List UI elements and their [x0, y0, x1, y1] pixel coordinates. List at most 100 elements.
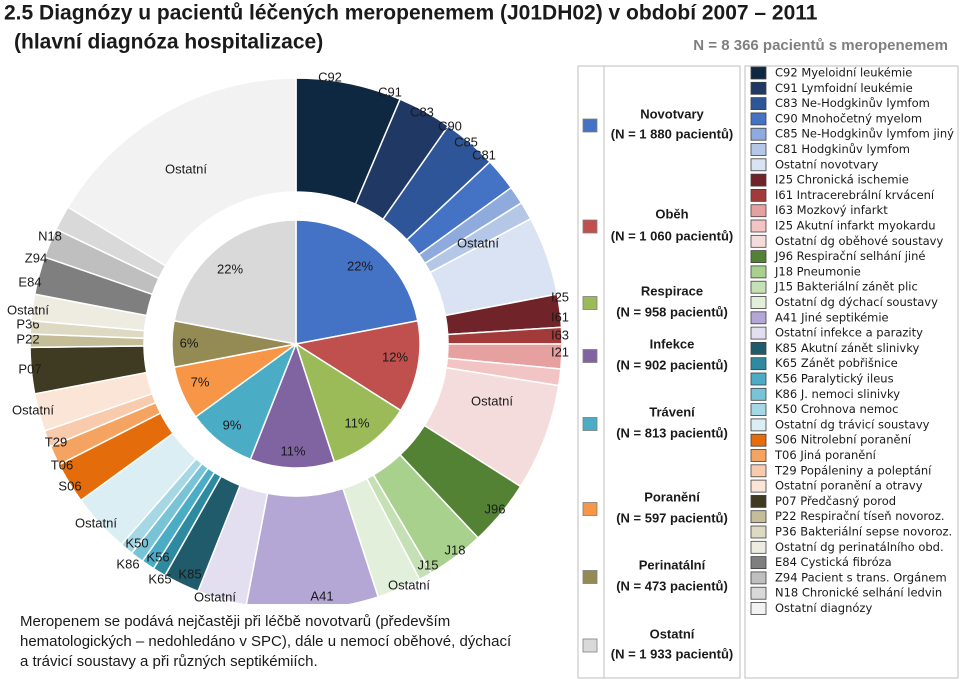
segment-label: K65: [148, 571, 171, 586]
legend-swatch: [750, 280, 767, 294]
group-count: (N = 1 880 pacientů): [611, 126, 733, 141]
segment-label: Ostatní: [12, 402, 54, 417]
segment-label: C85: [454, 134, 478, 149]
segment-label: K85: [178, 566, 201, 581]
legend-label: Ostatní diagnózy: [775, 601, 872, 615]
segment-label: K50: [125, 535, 148, 550]
segment-label: J18: [445, 542, 466, 557]
inner-wedge: [293, 319, 421, 412]
group-swatch: [582, 638, 598, 653]
note: Meropenem se podává nejčastěji při léčbě…: [20, 613, 450, 630]
group-name: Infekce: [650, 336, 695, 351]
segment-label: Ostatní: [471, 393, 513, 408]
legend-swatch: [750, 326, 767, 340]
legend-label: S06 Nitrolební poranění: [775, 433, 912, 447]
legend-label: I63 Mozkový infarkt: [775, 203, 888, 217]
inner-label: 9%: [223, 417, 242, 432]
legend-panel: [744, 65, 959, 679]
segment-label: Ostatní: [457, 235, 499, 250]
legend-label: N18 Chronické selhání ledvin: [775, 586, 942, 600]
segment-label: P07: [18, 361, 41, 376]
legend-label: Ostatní dg trávicí soustavy: [775, 417, 930, 431]
inner-wedge: [295, 219, 419, 345]
segment-label: Ostatní: [388, 577, 430, 592]
group-name: Oběh: [655, 206, 688, 221]
legend-swatch: [750, 602, 767, 615]
legend-swatch: [750, 571, 767, 585]
segment-label: C81: [472, 147, 496, 162]
legend-label: Ostatní novotvary: [775, 157, 879, 171]
legend-label: J15 Bakteriální zánět plic: [774, 280, 918, 294]
legend-swatch: [750, 97, 767, 110]
segment-label: Ostatní: [165, 161, 207, 176]
legend-swatch: [750, 341, 767, 355]
inner-label: 22%: [217, 261, 243, 276]
inner-label: 7%: [191, 374, 210, 389]
legend-label: J96 Respirační selhání jiné: [774, 249, 925, 263]
segment-label: S06: [58, 478, 81, 493]
legend-swatch: [750, 357, 767, 371]
legend-swatch: [750, 372, 767, 386]
segment-label: C90: [438, 118, 462, 133]
group-name: Poranění: [644, 489, 700, 504]
segment-label: I25: [551, 289, 569, 304]
segment-label: I63: [551, 327, 569, 342]
legend-swatch: [750, 250, 767, 264]
legend-label: A41 Jiné septikémie: [775, 310, 889, 324]
legend-swatch: [750, 66, 767, 80]
group-panel: [577, 65, 741, 679]
segment-label: K86: [116, 556, 139, 571]
legend-label: P36 Bakteriální sepse novoroz.: [775, 525, 952, 539]
legend-swatch: [750, 525, 767, 539]
legend-swatch: [750, 449, 767, 462]
group-name: Perinatální: [639, 557, 706, 572]
legend-swatch: [750, 234, 767, 248]
segment-label: J96: [485, 501, 506, 516]
legend-swatch: [750, 143, 767, 156]
legend-label: Ostatní poranění a otravy: [775, 479, 923, 493]
legend-label: C85 Ne-Hodgkinův lymfom jiný: [775, 127, 954, 141]
segment-label: Ostatní: [7, 302, 49, 317]
legend-label: K50 Crohnova nemoc: [775, 402, 898, 416]
inner-wedge: [294, 342, 402, 463]
legend-label: K65 Zánět pobřišnice: [775, 356, 898, 370]
inner-label: 6%: [180, 335, 199, 350]
segment-label: C91: [378, 84, 402, 99]
segment-label: Ostatní: [194, 589, 236, 604]
group-swatch: [582, 417, 598, 431]
segment-label: Z94: [25, 250, 47, 265]
inner-wedge: [173, 219, 297, 345]
group-swatch: [582, 219, 598, 234]
segment-label: A41: [310, 588, 333, 603]
segment-label: I21: [551, 344, 569, 359]
legend-swatch: [750, 311, 767, 325]
segment-label: N18: [38, 228, 62, 243]
note: a trávicí soustavy a při různých septiké…: [20, 653, 318, 670]
legend-label: E84 Cystická fibróza: [775, 555, 892, 569]
legend-swatch: [750, 464, 767, 478]
legend-label: Z94 Pacient s trans. Orgánem: [775, 570, 947, 584]
legend-label: K86 J. nemoci slinivky: [775, 387, 900, 401]
group-swatch: [582, 118, 598, 133]
legend-swatch: [750, 265, 767, 279]
inner-wedge: [249, 341, 336, 469]
inner-label: 11%: [344, 415, 369, 430]
legend-swatch: [750, 173, 767, 187]
group-count: (N = 597 pacientů): [616, 510, 728, 525]
legend-swatch: [750, 556, 767, 569]
legend-label: Ostatní dg perinatálního obd.: [775, 540, 944, 554]
legend-label: T29 Popáleniny a poleptání: [774, 463, 932, 477]
group-name: Trávení: [649, 404, 695, 419]
legend-swatch: [750, 188, 767, 202]
legend-swatch: [750, 418, 767, 432]
segment-label: C92: [318, 69, 342, 84]
legend-label: Ostatní dg oběhové soustavy: [775, 234, 943, 248]
title: (hlavní diagnóza hospitalizace): [14, 31, 323, 54]
legend-label: C90 Mnohočetný myelom: [775, 111, 922, 125]
legend-swatch: [750, 510, 767, 524]
group-swatch: [582, 570, 598, 584]
group-swatch: [582, 349, 598, 363]
segment-label: K56: [146, 549, 169, 564]
legend-label: Ostatní dg dýchací soustavy: [775, 295, 938, 309]
inner-label: 22%: [347, 258, 373, 273]
